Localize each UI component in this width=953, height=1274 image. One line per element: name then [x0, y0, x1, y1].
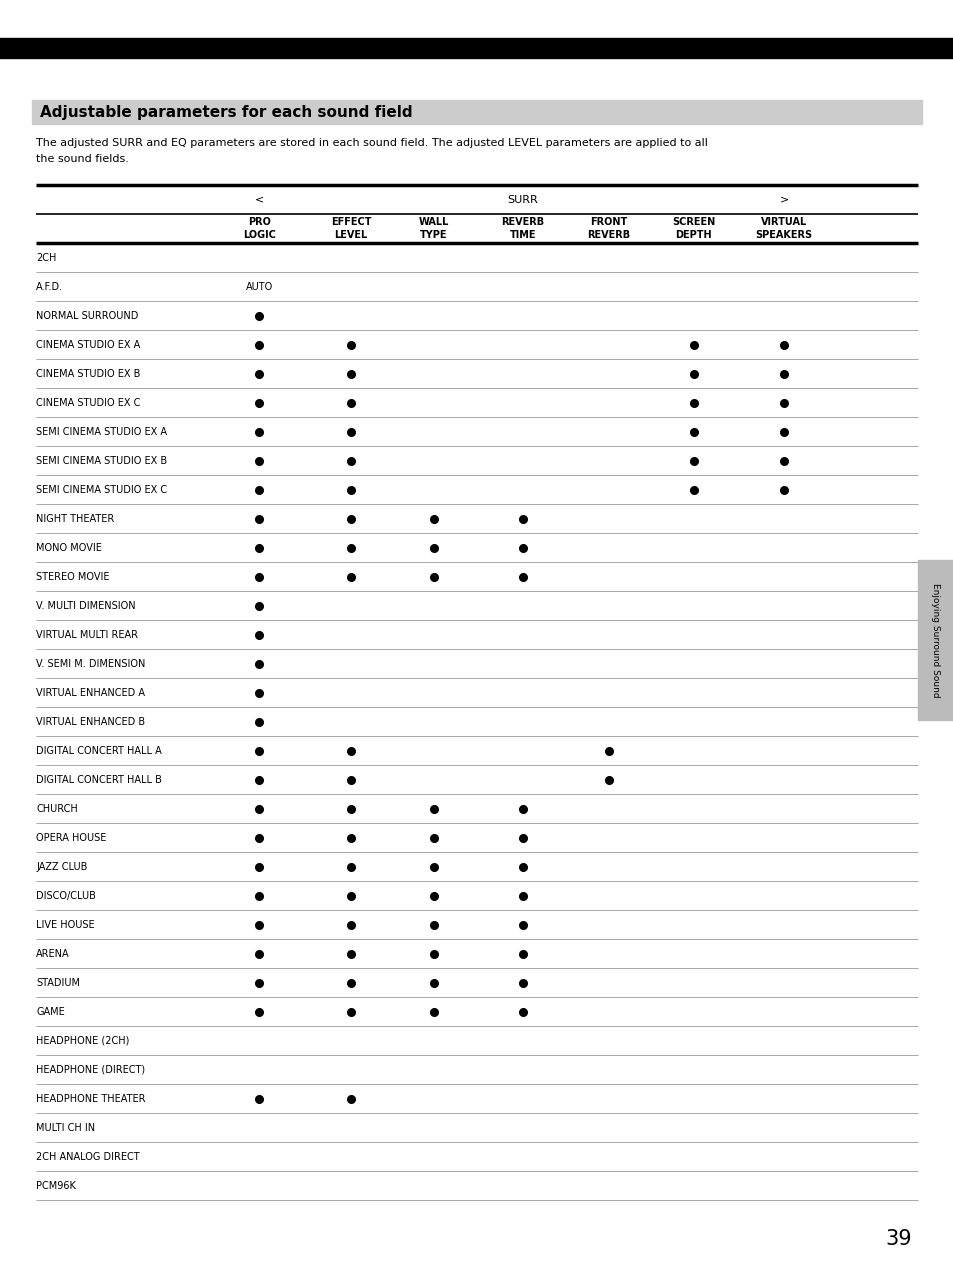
Text: REVERB
TIME: REVERB TIME: [500, 218, 544, 240]
Text: STADIUM: STADIUM: [36, 978, 80, 987]
Text: LIVE HOUSE: LIVE HOUSE: [36, 920, 94, 930]
Text: STEREO MOVIE: STEREO MOVIE: [36, 572, 110, 582]
Text: 39: 39: [884, 1229, 911, 1249]
Text: DIGITAL CONCERT HALL A: DIGITAL CONCERT HALL A: [36, 745, 162, 755]
Text: The adjusted SURR and EQ parameters are stored in each sound field. The adjusted: The adjusted SURR and EQ parameters are …: [36, 138, 707, 148]
Text: <: <: [254, 195, 264, 205]
Text: A.F.D.: A.F.D.: [36, 282, 63, 292]
Text: CINEMA STUDIO EX C: CINEMA STUDIO EX C: [36, 397, 140, 408]
Text: DIGITAL CONCERT HALL B: DIGITAL CONCERT HALL B: [36, 775, 162, 785]
Text: NORMAL SURROUND: NORMAL SURROUND: [36, 311, 138, 321]
Text: ARENA: ARENA: [36, 949, 70, 959]
Text: HEADPHONE (2CH): HEADPHONE (2CH): [36, 1036, 130, 1046]
Text: CINEMA STUDIO EX A: CINEMA STUDIO EX A: [36, 340, 140, 349]
Text: VIRTUAL MULTI REAR: VIRTUAL MULTI REAR: [36, 629, 138, 640]
Text: V. SEMI M. DIMENSION: V. SEMI M. DIMENSION: [36, 659, 146, 669]
Text: VIRTUAL ENHANCED B: VIRTUAL ENHANCED B: [36, 717, 145, 726]
Text: SEMI CINEMA STUDIO EX C: SEMI CINEMA STUDIO EX C: [36, 484, 167, 494]
Text: CHURCH: CHURCH: [36, 804, 78, 814]
Text: GAME: GAME: [36, 1006, 65, 1017]
Text: HEADPHONE THEATER: HEADPHONE THEATER: [36, 1094, 146, 1105]
Text: CINEMA STUDIO EX B: CINEMA STUDIO EX B: [36, 368, 140, 378]
Text: VIRTUAL
SPEAKERS: VIRTUAL SPEAKERS: [755, 218, 812, 240]
Text: Adjustable parameters for each sound field: Adjustable parameters for each sound fie…: [40, 104, 413, 120]
Text: VIRTUAL ENHANCED A: VIRTUAL ENHANCED A: [36, 688, 145, 698]
Text: PCM96K: PCM96K: [36, 1181, 76, 1191]
Text: MULTI CH IN: MULTI CH IN: [36, 1122, 95, 1133]
Text: NIGHT THEATER: NIGHT THEATER: [36, 513, 114, 524]
Text: WALL
TYPE: WALL TYPE: [418, 218, 449, 240]
Text: OPERA HOUSE: OPERA HOUSE: [36, 833, 107, 843]
Text: the sound fields.: the sound fields.: [36, 154, 129, 164]
Text: 2CH: 2CH: [36, 252, 56, 262]
Text: HEADPHONE (DIRECT): HEADPHONE (DIRECT): [36, 1065, 145, 1075]
Text: MONO MOVIE: MONO MOVIE: [36, 543, 102, 553]
Text: AUTO: AUTO: [246, 282, 273, 292]
Text: EFFECT
LEVEL: EFFECT LEVEL: [331, 218, 371, 240]
Text: DISCO/CLUB: DISCO/CLUB: [36, 891, 96, 901]
Text: Enjoying Surround Sound: Enjoying Surround Sound: [930, 582, 940, 697]
Text: V. MULTI DIMENSION: V. MULTI DIMENSION: [36, 601, 135, 610]
Text: >: >: [779, 195, 788, 205]
Text: SCREEN
DEPTH: SCREEN DEPTH: [671, 218, 715, 240]
Text: PRO
LOGIC: PRO LOGIC: [243, 218, 275, 240]
Text: SEMI CINEMA STUDIO EX B: SEMI CINEMA STUDIO EX B: [36, 456, 167, 465]
Text: 2CH ANALOG DIRECT: 2CH ANALOG DIRECT: [36, 1152, 140, 1162]
Text: SURR: SURR: [506, 195, 537, 205]
Text: SEMI CINEMA STUDIO EX A: SEMI CINEMA STUDIO EX A: [36, 427, 167, 437]
Text: FRONT
REVERB: FRONT REVERB: [586, 218, 630, 240]
Text: JAZZ CLUB: JAZZ CLUB: [36, 861, 88, 871]
